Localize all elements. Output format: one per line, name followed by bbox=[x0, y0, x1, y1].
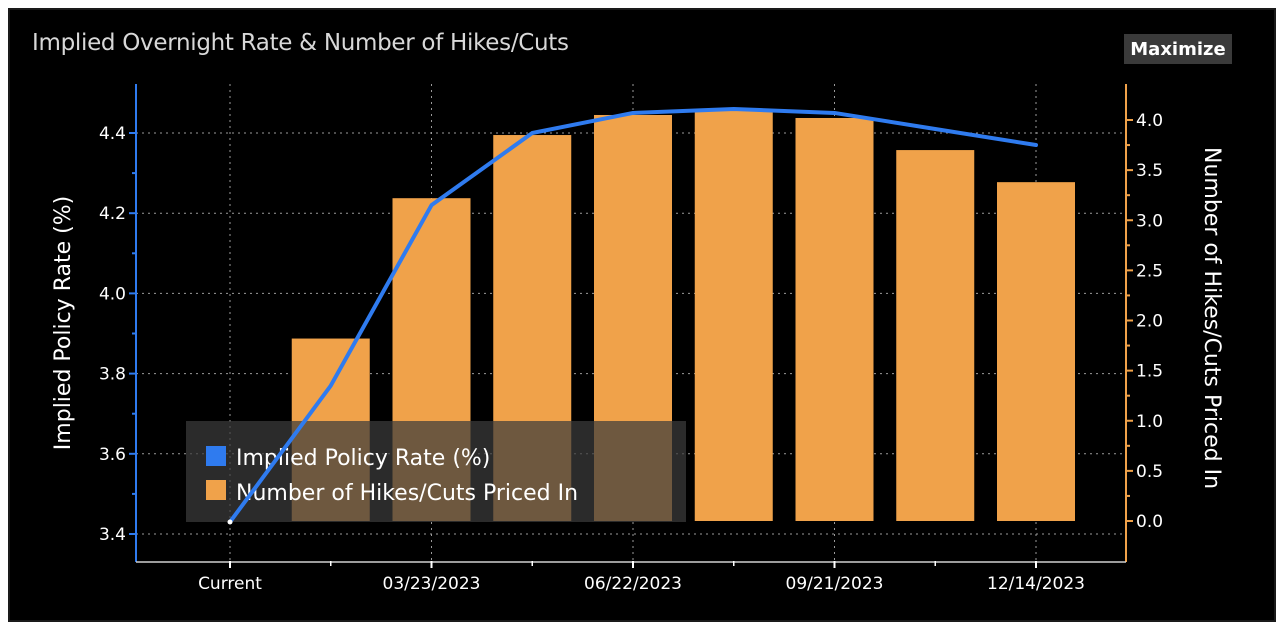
legend-swatch-bar bbox=[206, 480, 226, 500]
bar-8 bbox=[997, 182, 1075, 521]
left-tick-label: 4.2 bbox=[99, 204, 126, 224]
legend-label-bar: Number of Hikes/Cuts Priced In bbox=[236, 481, 578, 506]
bar-6 bbox=[795, 117, 874, 522]
right-axis-title: Number of Hikes/Cuts Priced In bbox=[1199, 147, 1224, 489]
right-tick-label: 4.0 bbox=[1136, 111, 1163, 131]
tick-labels: 3.4 3.6 3.8 4.0 4.2 4.4 0.0 0.5 1.0 1.5 2.0 2.5 3.0 3… bbox=[99, 111, 1163, 594]
legend-swatch-line bbox=[206, 446, 226, 466]
legend: Implied Policy Rate (%) Number of Hikes/… bbox=[186, 421, 686, 522]
right-tick-label: 2.5 bbox=[1136, 261, 1163, 281]
chart-title: Implied Overnight Rate & Number of Hikes… bbox=[32, 30, 569, 56]
right-tick-label: 2.0 bbox=[1136, 312, 1163, 332]
left-tick-label: 4.4 bbox=[99, 124, 126, 144]
left-axis-title: Implied Policy Rate (%) bbox=[51, 196, 76, 450]
right-tick-label: 0.0 bbox=[1136, 512, 1163, 532]
x-tick-label: 12/14/2023 bbox=[987, 574, 1085, 594]
policy-rate-line bbox=[228, 106, 1038, 524]
x-tick-label: Current bbox=[198, 574, 262, 594]
line-series bbox=[227, 106, 1038, 525]
bar-5 bbox=[694, 109, 773, 521]
right-tick-label: 0.5 bbox=[1136, 462, 1163, 482]
bar-7 bbox=[896, 150, 975, 521]
x-tick-label: 03/23/2023 bbox=[383, 574, 481, 594]
x-tick-label: 06/22/2023 bbox=[584, 574, 682, 594]
left-tick-label: 3.8 bbox=[99, 365, 126, 385]
current-marker bbox=[227, 519, 233, 525]
legend-background bbox=[186, 421, 686, 522]
x-tick-label: 09/21/2023 bbox=[786, 574, 884, 594]
right-tick-label: 1.0 bbox=[1136, 412, 1163, 432]
axes bbox=[129, 84, 1133, 568]
legend-label-line: Implied Policy Rate (%) bbox=[236, 446, 490, 471]
left-tick-label: 3.4 bbox=[99, 525, 126, 545]
left-tick-label: 3.6 bbox=[99, 445, 126, 465]
left-tick-label: 4.0 bbox=[99, 284, 126, 304]
right-tick-label: 1.5 bbox=[1136, 362, 1163, 382]
maximize-button[interactable]: Maximize bbox=[1124, 34, 1232, 64]
right-tick-label: 3.5 bbox=[1136, 161, 1163, 181]
right-tick-label: 3.0 bbox=[1136, 211, 1163, 231]
